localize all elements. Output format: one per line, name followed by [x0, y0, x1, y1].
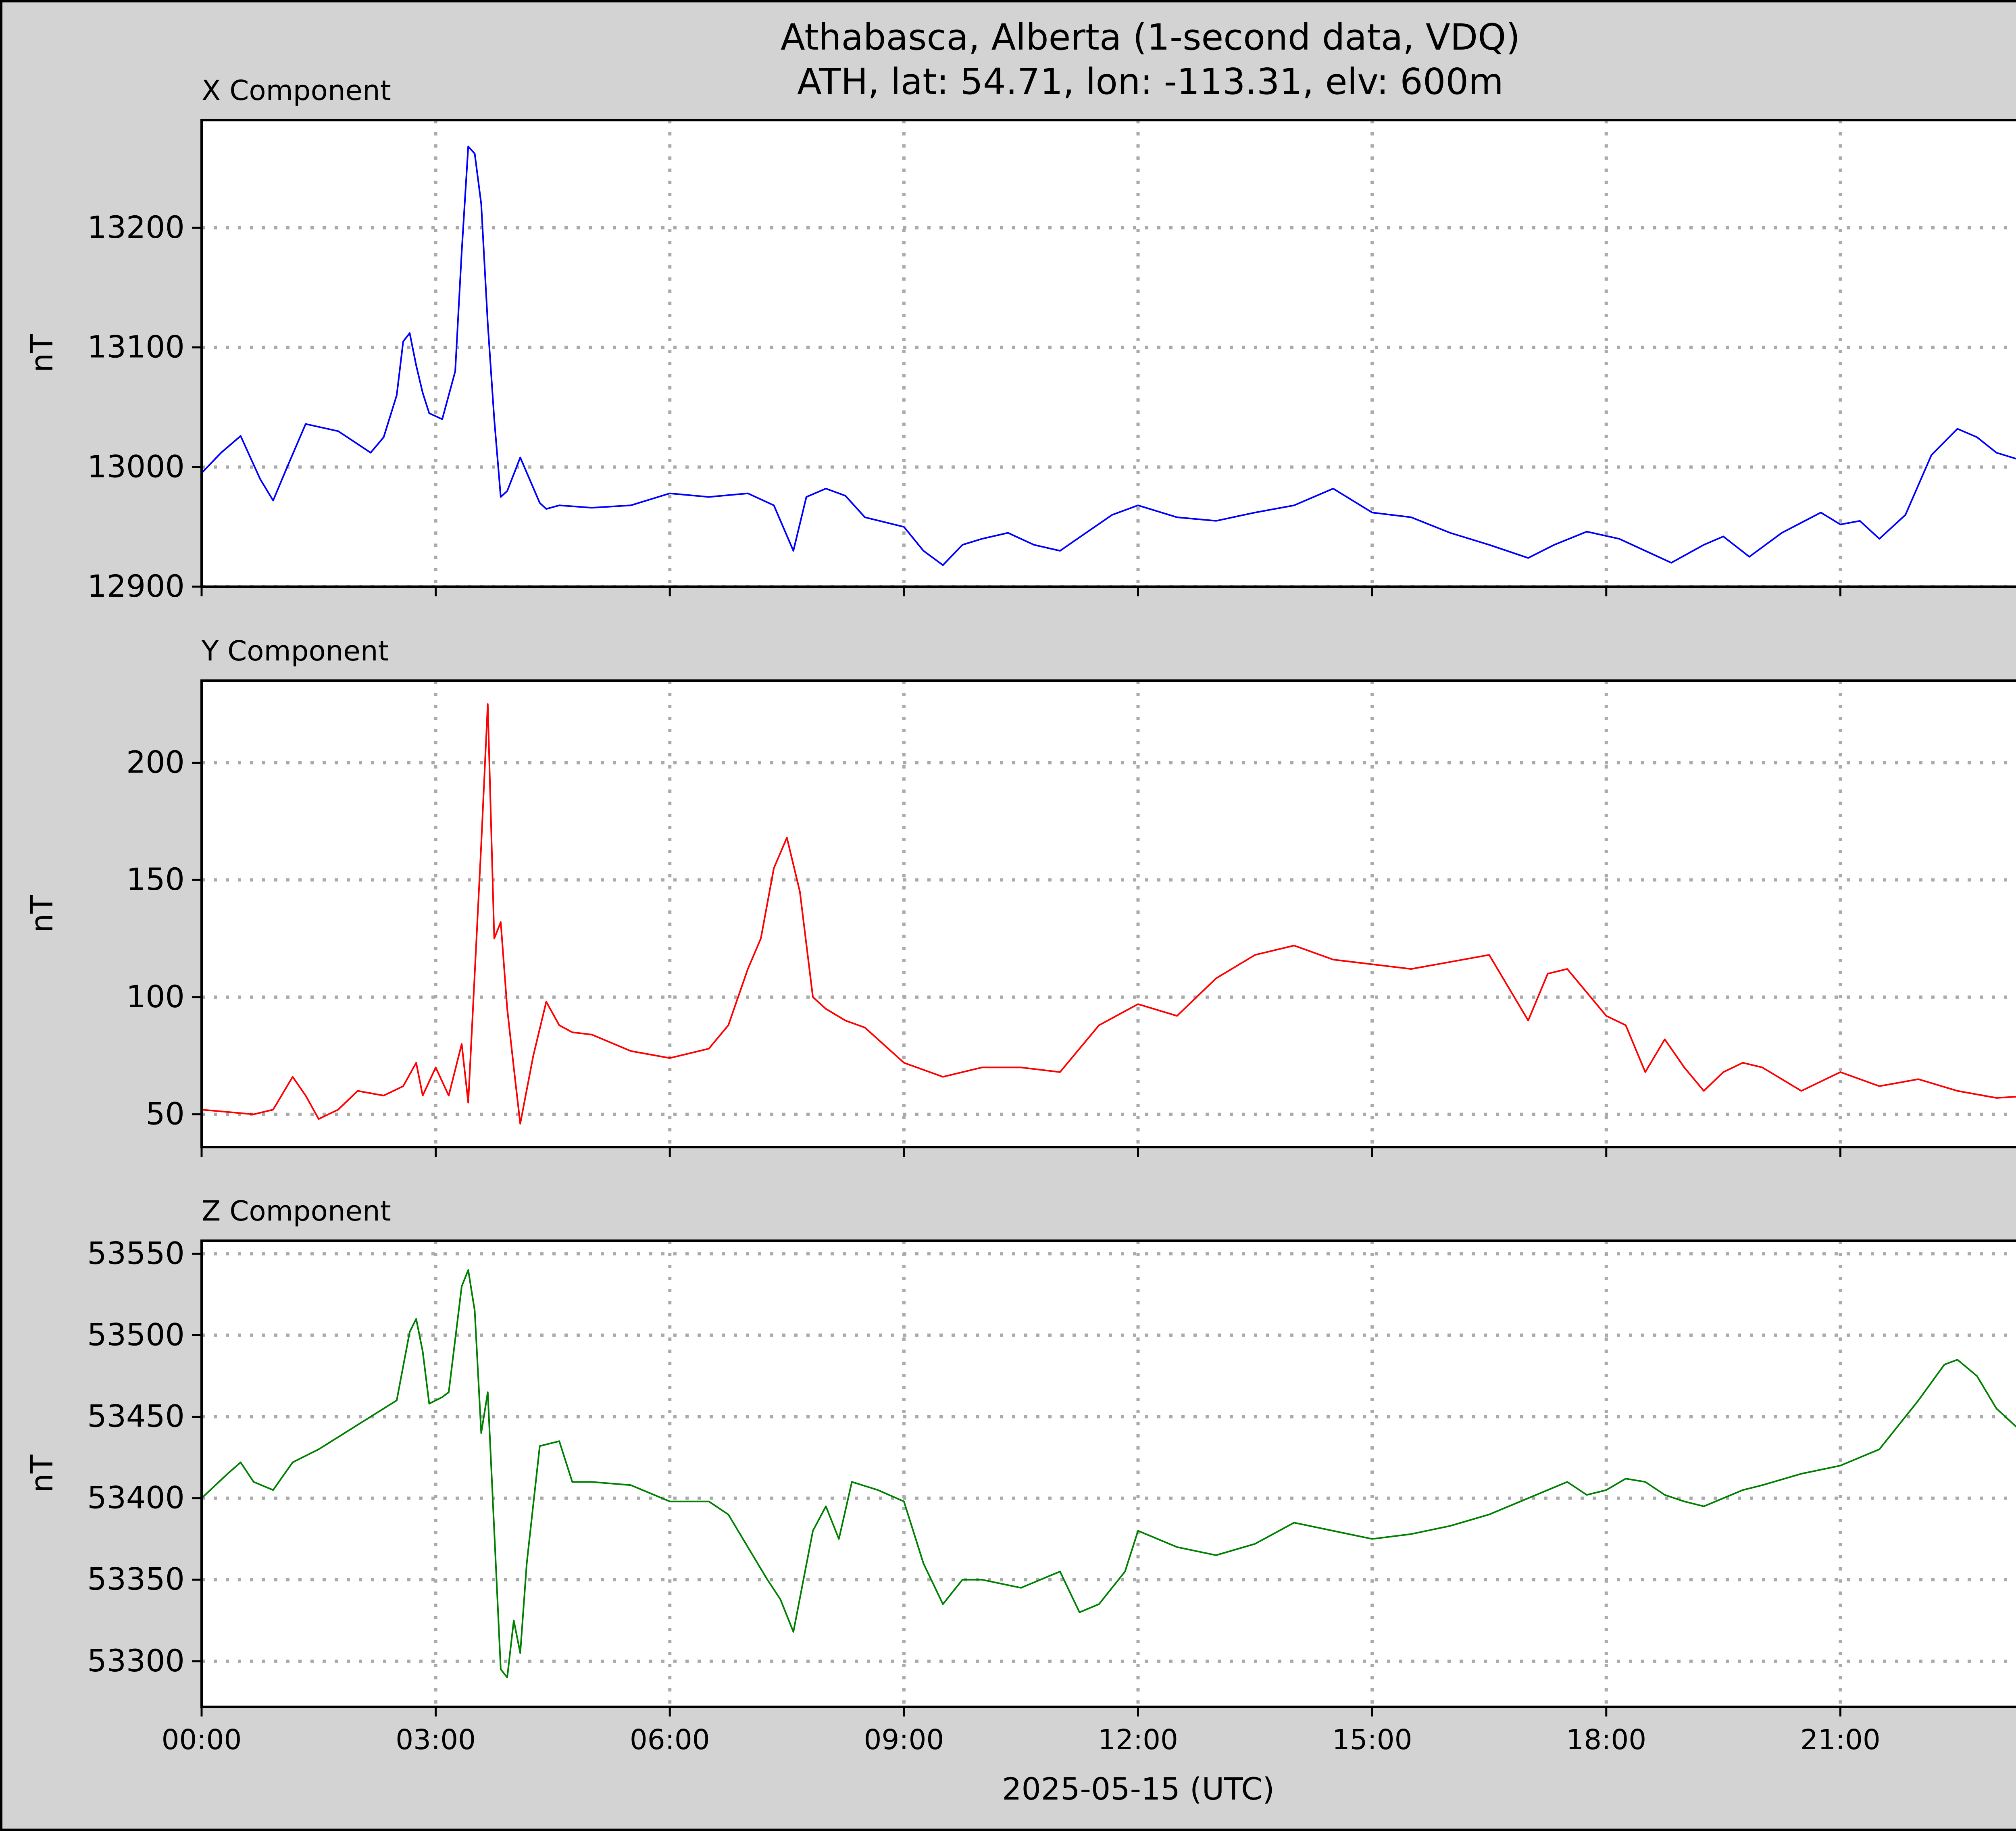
figure-subtitle: ATH, lat: 54.71, lon: -113.31, elv: 600m — [797, 60, 1504, 102]
panel-0: 12900 13000 13100 13200 X Component nT — [24, 75, 2016, 604]
x-tick-label: 15:00 — [1332, 1724, 1412, 1756]
figure-title: Athabasca, Alberta (1-second data, VDQ) — [781, 16, 1520, 58]
panel-title: Z Component — [202, 1195, 391, 1227]
x-tick-label: 03:00 — [396, 1724, 476, 1756]
x-tick-label: 12:00 — [1098, 1724, 1178, 1756]
y-tick-label: 150 — [126, 861, 185, 897]
series-line — [201, 703, 2016, 1125]
y-tick-label: 50 — [146, 1096, 185, 1132]
y-tick-label: 13100 — [87, 329, 185, 365]
x-tick-label: 18:00 — [1566, 1724, 1646, 1756]
x-axis-label: 2025-05-15 (UTC) — [1002, 1771, 1275, 1807]
series-line — [201, 146, 2016, 566]
plot-frame — [200, 1239, 2016, 1708]
plot-area — [202, 120, 2016, 587]
y-tick-label: 53400 — [87, 1480, 185, 1516]
y-tick-label: 100 — [126, 979, 185, 1014]
y-tick-label: 13200 — [87, 209, 185, 245]
y-tick-label: 53350 — [87, 1561, 185, 1597]
y-tick-label: 12900 — [87, 568, 185, 604]
y-tick-label: 53450 — [87, 1398, 185, 1434]
plot-area — [202, 1241, 2016, 1707]
panel-2: 00:00 03:00 06:00 09:00 12:00 15:00 18:00 21:00… — [24, 1195, 2016, 1756]
plot-frame — [200, 119, 2016, 588]
y-tick-label: 200 — [126, 744, 185, 780]
y-axis-label: nT — [24, 895, 60, 933]
x-tick-label: 09:00 — [864, 1724, 944, 1756]
x-tick-label: 06:00 — [630, 1724, 710, 1756]
y-tick-label: 13000 — [87, 448, 185, 484]
plot-area — [202, 681, 2016, 1147]
x-tick-label: 21:00 — [1800, 1724, 1881, 1756]
panel-title: X Component — [202, 75, 391, 107]
panels: 12900 13000 13100 13200 X Component nT 50 100 15… — [24, 75, 2016, 1756]
panel-title: Y Component — [201, 635, 389, 667]
panel-1: 50 100 150 200 Y Component nT — [24, 635, 2016, 1157]
y-axis-label: nT — [24, 1454, 60, 1493]
plot-frame — [200, 679, 2016, 1148]
x-tick-label: 00:00 — [162, 1724, 242, 1756]
series-line — [201, 1269, 2016, 1679]
y-tick-label: 53300 — [87, 1643, 185, 1679]
y-tick-label: 53550 — [87, 1235, 185, 1271]
y-tick-label: 53500 — [87, 1316, 185, 1352]
y-axis-label: nT — [24, 334, 60, 373]
